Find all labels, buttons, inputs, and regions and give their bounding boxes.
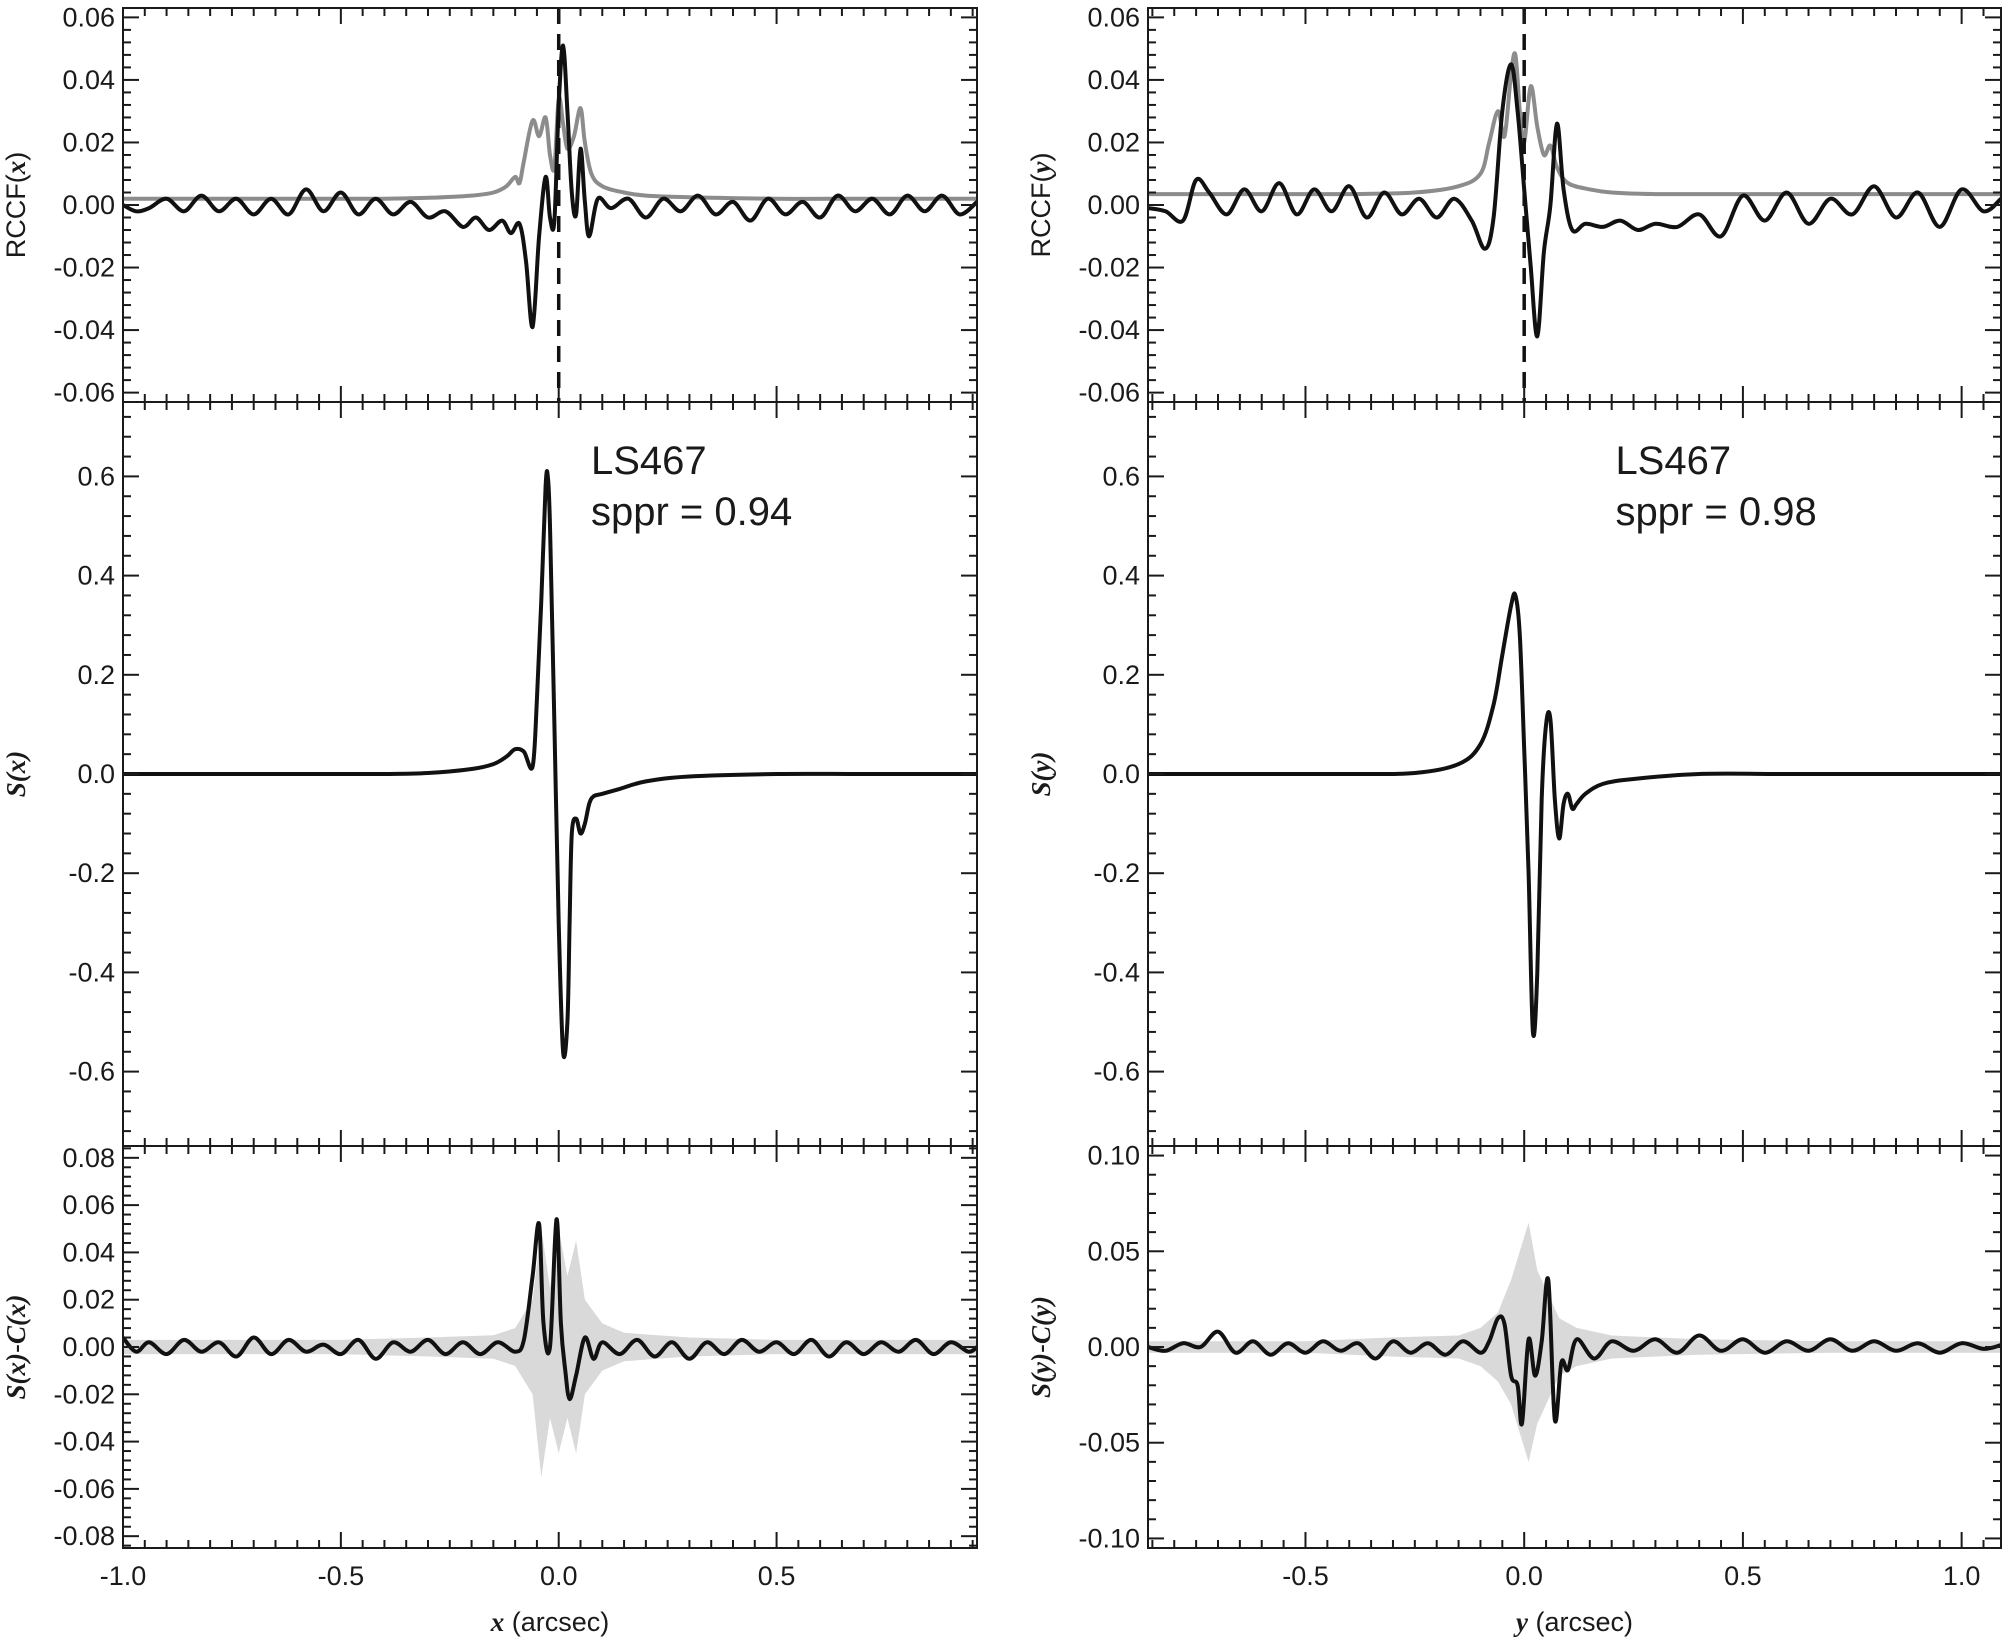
series-gray-curve — [123, 95, 977, 201]
x-tick-label: 0.0 — [1505, 1561, 1543, 1591]
series-black-curve — [123, 43, 977, 330]
x-axis-label: x (arcsec) — [490, 1607, 610, 1637]
y-tick-label: 0.04 — [62, 65, 115, 95]
series-black-curve — [1148, 1276, 2001, 1427]
y-axis-label: S(y)-C(y) — [1026, 1296, 1056, 1398]
y-tick-label: -0.06 — [1078, 378, 1140, 408]
plot-area — [1148, 591, 2001, 1038]
object-name-label: LS467 — [1615, 439, 1731, 483]
y-tick-label: 0.08 — [62, 1143, 115, 1173]
y-tick-label: -0.2 — [1093, 858, 1140, 888]
panel-s-x: -0.6 -0.4 -0.2 0.0 0.2 0.4 0.6 S(x) LS467 sppr = … — [1, 401, 978, 1147]
y-axis-label: S(x) — [1, 751, 31, 798]
y-tick-label: 0.04 — [62, 1237, 115, 1267]
y-tick-label: 0.10 — [1087, 1141, 1140, 1171]
x-tick-label: 0.5 — [758, 1561, 796, 1591]
y-tick-label: 0.00 — [62, 190, 115, 220]
y-tick-label: 0.06 — [1087, 2, 1140, 32]
y-tick-label: -0.04 — [1078, 315, 1140, 345]
y-tick-label: 0.04 — [1087, 65, 1140, 95]
y-tick-label: 0.00 — [62, 1332, 115, 1362]
y-tick-label: 0.2 — [1102, 660, 1140, 690]
series-black-curve — [1148, 62, 2001, 339]
x-axis-label: y (arcsec) — [1513, 1607, 1633, 1637]
y-tick-label: -0.02 — [53, 1379, 115, 1409]
y-tick-label: 0.05 — [1087, 1236, 1140, 1266]
y-tick-label: 0.0 — [77, 759, 115, 789]
y-axis-label: S(y) — [1026, 751, 1056, 796]
plot-area — [1148, 8, 2001, 402]
y-tick-label: -0.06 — [53, 378, 115, 408]
y-tick-label: 0.00 — [1087, 190, 1140, 220]
panel-rccf-y: -0.06 -0.04 -0.02 0.00 0.02 0.04 0.06 RCCF(y) — [1026, 2, 2002, 408]
panel-frame — [1147, 7, 2002, 403]
x-tick-label: -1.0 — [100, 1561, 147, 1591]
object-name-label: LS467 — [591, 439, 707, 483]
panel-residual-x: -0.08 -0.06 -0.04 -0.02 0.00 0.02 0.04 0.06 0.08… — [1, 1143, 978, 1637]
x-tick-label: -0.5 — [1282, 1561, 1329, 1591]
panel-residual-y: -0.10 -0.05 0.00 0.05 0.10 S(y)-C(y) -0.5 0.0 0.… — [1026, 1141, 2002, 1637]
x-tick-label: 1.0 — [1943, 1561, 1981, 1591]
y-tick-label: -0.04 — [53, 315, 115, 345]
y-tick-label: -0.08 — [53, 1521, 115, 1551]
y-tick-label: 0.4 — [77, 561, 115, 591]
y-tick-label: 0.6 — [1102, 461, 1140, 491]
y-tick-label: 0.2 — [77, 660, 115, 690]
y-tick-label: -0.06 — [53, 1474, 115, 1504]
sppr-label: sppr = 0.98 — [1615, 490, 1816, 534]
y-tick-label: 0.00 — [1087, 1332, 1140, 1362]
y-tick-label: 0.06 — [62, 1190, 115, 1220]
sppr-label: sppr = 0.94 — [591, 490, 792, 534]
plot-area — [123, 469, 977, 1060]
y-tick-label: -0.4 — [68, 957, 115, 987]
y-tick-label: -0.2 — [68, 858, 115, 888]
plot-area — [123, 1217, 977, 1478]
plot-area — [123, 8, 977, 402]
panel-rccf-x: -0.06 -0.04 -0.02 0.00 0.02 0.04 0.06 RCCF(x) — [1, 2, 978, 408]
panel-s-y: -0.6 -0.4 -0.2 0.0 0.2 0.4 0.6 S(y) LS467 sppr = … — [1026, 401, 2002, 1147]
x-tick-label: -0.5 — [318, 1561, 365, 1591]
y-tick-label: -0.6 — [68, 1057, 115, 1087]
y-tick-label: -0.10 — [1078, 1523, 1140, 1553]
y-tick-label: 0.06 — [62, 2, 115, 32]
y-axis-label: RCCF(y) — [1026, 153, 1056, 258]
y-tick-label: -0.4 — [1093, 957, 1140, 987]
plot-area — [1148, 1222, 2001, 1462]
x-tick-label: 0.0 — [540, 1561, 578, 1591]
y-tick-label: -0.04 — [53, 1427, 115, 1457]
y-axis-label: S(x)-C(x) — [1, 1294, 31, 1399]
y-tick-label: -0.6 — [1093, 1057, 1140, 1087]
y-axis-label: RCCF(x) — [1, 152, 31, 258]
y-tick-label: -0.02 — [53, 253, 115, 283]
y-tick-label: 0.02 — [62, 127, 115, 157]
y-tick-label: -0.02 — [1078, 253, 1140, 283]
y-tick-label: 0.6 — [77, 461, 115, 491]
series-gray-curve — [1148, 51, 2001, 197]
y-tick-label: -0.05 — [1078, 1428, 1140, 1458]
y-tick-label: 0.02 — [62, 1285, 115, 1315]
series-black-curve — [123, 469, 977, 1060]
series-black-curve — [123, 1217, 977, 1402]
x-tick-label: 0.5 — [1724, 1561, 1762, 1591]
series-black-curve — [1148, 591, 2001, 1038]
y-tick-label: 0.4 — [1102, 561, 1140, 591]
y-tick-label: 0.0 — [1102, 759, 1140, 789]
y-tick-label: 0.02 — [1087, 127, 1140, 157]
